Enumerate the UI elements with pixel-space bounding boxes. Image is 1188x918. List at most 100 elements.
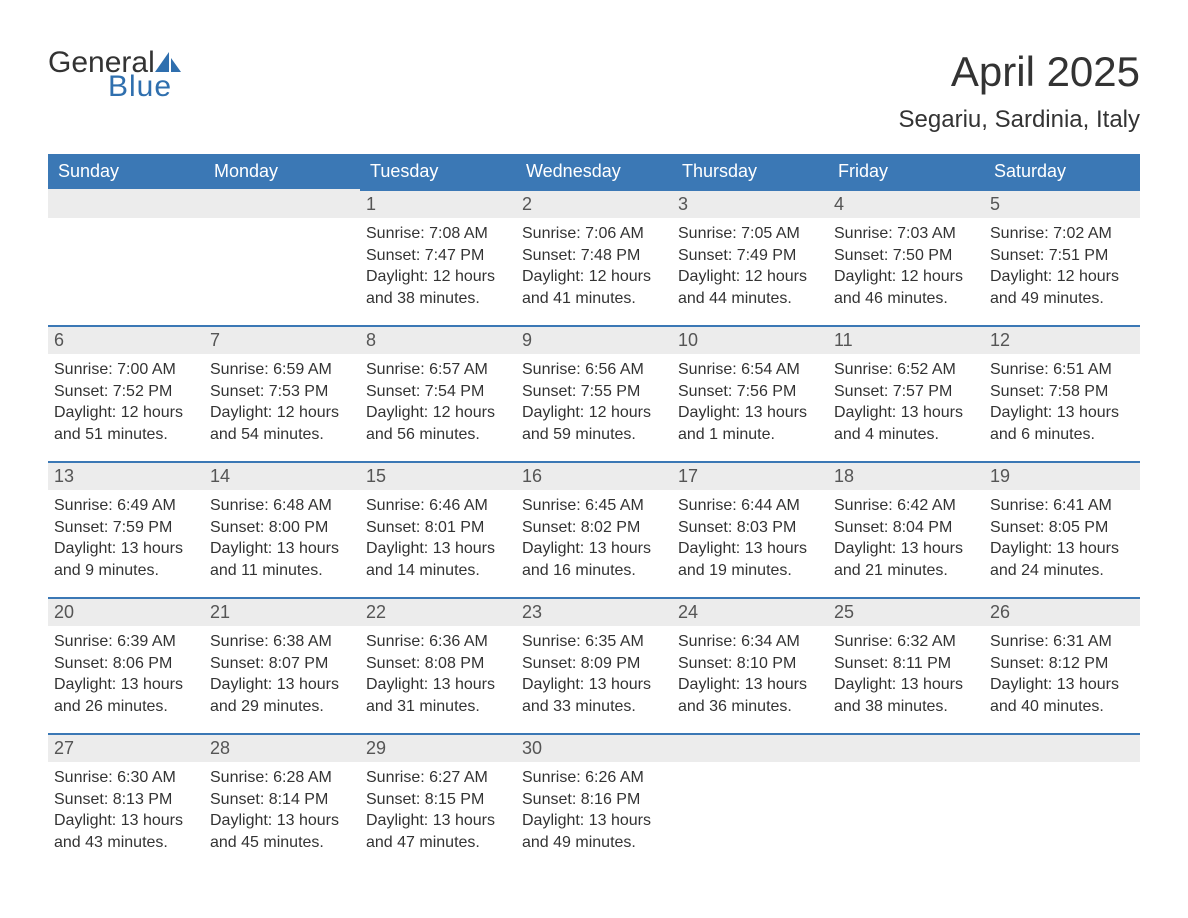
day-number: 6 (48, 325, 204, 354)
daylight-text: and 40 minutes. (990, 696, 1134, 718)
sunrise-text: Sunrise: 6:38 AM (210, 631, 354, 653)
daylight-text: Daylight: 12 hours (834, 266, 978, 288)
calendar-day-cell: 28Sunrise: 6:28 AMSunset: 8:14 PMDayligh… (204, 733, 360, 869)
daylight-text: and 49 minutes. (990, 288, 1134, 310)
day-details: Sunrise: 6:44 AMSunset: 8:03 PMDaylight:… (672, 490, 828, 581)
sunrise-text: Sunrise: 6:34 AM (678, 631, 822, 653)
daylight-text: Daylight: 13 hours (522, 810, 666, 832)
day-details: Sunrise: 6:31 AMSunset: 8:12 PMDaylight:… (984, 626, 1140, 717)
calendar-day-cell: 2Sunrise: 7:06 AMSunset: 7:48 PMDaylight… (516, 189, 672, 325)
calendar-day-cell: 13Sunrise: 6:49 AMSunset: 7:59 PMDayligh… (48, 461, 204, 597)
col-friday: Friday (828, 154, 984, 189)
calendar-day-cell: 10Sunrise: 6:54 AMSunset: 7:56 PMDayligh… (672, 325, 828, 461)
calendar-day-cell: 14Sunrise: 6:48 AMSunset: 8:00 PMDayligh… (204, 461, 360, 597)
day-details: Sunrise: 6:28 AMSunset: 8:14 PMDaylight:… (204, 762, 360, 853)
daylight-text: and 33 minutes. (522, 696, 666, 718)
daylight-text: Daylight: 13 hours (54, 674, 198, 696)
daylight-text: Daylight: 13 hours (834, 538, 978, 560)
daylight-text: and 11 minutes. (210, 560, 354, 582)
calendar-day-cell: 22Sunrise: 6:36 AMSunset: 8:08 PMDayligh… (360, 597, 516, 733)
calendar-day-cell (204, 189, 360, 325)
day-details: Sunrise: 6:48 AMSunset: 8:00 PMDaylight:… (204, 490, 360, 581)
calendar-day-cell: 24Sunrise: 6:34 AMSunset: 8:10 PMDayligh… (672, 597, 828, 733)
sunrise-text: Sunrise: 6:56 AM (522, 359, 666, 381)
daylight-text: Daylight: 13 hours (366, 674, 510, 696)
day-details: Sunrise: 6:57 AMSunset: 7:54 PMDaylight:… (360, 354, 516, 445)
day-details: Sunrise: 6:45 AMSunset: 8:02 PMDaylight:… (516, 490, 672, 581)
calendar-day-cell: 6Sunrise: 7:00 AMSunset: 7:52 PMDaylight… (48, 325, 204, 461)
daylight-text: Daylight: 13 hours (678, 538, 822, 560)
calendar-body: 1Sunrise: 7:08 AMSunset: 7:47 PMDaylight… (48, 189, 1140, 869)
calendar-day-cell: 15Sunrise: 6:46 AMSunset: 8:01 PMDayligh… (360, 461, 516, 597)
location-subtitle: Segariu, Sardinia, Italy (899, 106, 1140, 134)
sunrise-text: Sunrise: 6:59 AM (210, 359, 354, 381)
daylight-text: and 47 minutes. (366, 832, 510, 854)
sunset-text: Sunset: 7:59 PM (54, 517, 198, 539)
calendar-day-cell: 19Sunrise: 6:41 AMSunset: 8:05 PMDayligh… (984, 461, 1140, 597)
daylight-text: and 38 minutes. (366, 288, 510, 310)
day-number: 3 (672, 189, 828, 218)
calendar-day-cell: 3Sunrise: 7:05 AMSunset: 7:49 PMDaylight… (672, 189, 828, 325)
sunrise-text: Sunrise: 6:54 AM (678, 359, 822, 381)
day-number: 21 (204, 597, 360, 626)
day-number: 19 (984, 461, 1140, 490)
day-details: Sunrise: 6:27 AMSunset: 8:15 PMDaylight:… (360, 762, 516, 853)
daylight-text: and 45 minutes. (210, 832, 354, 854)
sunrise-text: Sunrise: 6:48 AM (210, 495, 354, 517)
calendar-day-cell: 20Sunrise: 6:39 AMSunset: 8:06 PMDayligh… (48, 597, 204, 733)
sunrise-text: Sunrise: 6:49 AM (54, 495, 198, 517)
calendar-day-cell: 23Sunrise: 6:35 AMSunset: 8:09 PMDayligh… (516, 597, 672, 733)
daylight-text: Daylight: 13 hours (990, 402, 1134, 424)
daylight-text: Daylight: 13 hours (834, 674, 978, 696)
daylight-text: and 54 minutes. (210, 424, 354, 446)
day-number: 22 (360, 597, 516, 626)
day-number: 12 (984, 325, 1140, 354)
sunset-text: Sunset: 8:16 PM (522, 789, 666, 811)
daylight-text: Daylight: 13 hours (678, 402, 822, 424)
sunset-text: Sunset: 8:00 PM (210, 517, 354, 539)
day-details: Sunrise: 6:51 AMSunset: 7:58 PMDaylight:… (984, 354, 1140, 445)
day-number: 4 (828, 189, 984, 218)
sunrise-text: Sunrise: 6:35 AM (522, 631, 666, 653)
day-details: Sunrise: 7:08 AMSunset: 7:47 PMDaylight:… (360, 218, 516, 309)
logo-blue: Blue (108, 72, 181, 102)
day-number: 8 (360, 325, 516, 354)
day-number: 13 (48, 461, 204, 490)
daylight-text: and 46 minutes. (834, 288, 978, 310)
daylight-text: Daylight: 13 hours (210, 674, 354, 696)
sunrise-text: Sunrise: 6:32 AM (834, 631, 978, 653)
day-details: Sunrise: 6:39 AMSunset: 8:06 PMDaylight:… (48, 626, 204, 717)
sunset-text: Sunset: 7:48 PM (522, 245, 666, 267)
day-number: 25 (828, 597, 984, 626)
calendar-day-cell (48, 189, 204, 325)
calendar-week: 1Sunrise: 7:08 AMSunset: 7:47 PMDaylight… (48, 189, 1140, 325)
sunset-text: Sunset: 8:13 PM (54, 789, 198, 811)
sunset-text: Sunset: 8:06 PM (54, 653, 198, 675)
day-details: Sunrise: 6:54 AMSunset: 7:56 PMDaylight:… (672, 354, 828, 445)
day-details: Sunrise: 6:36 AMSunset: 8:08 PMDaylight:… (360, 626, 516, 717)
day-number: 10 (672, 325, 828, 354)
sunset-text: Sunset: 8:05 PM (990, 517, 1134, 539)
sunrise-text: Sunrise: 6:51 AM (990, 359, 1134, 381)
daylight-text: and 24 minutes. (990, 560, 1134, 582)
sunset-text: Sunset: 7:47 PM (366, 245, 510, 267)
daylight-text: Daylight: 12 hours (366, 402, 510, 424)
sunrise-text: Sunrise: 7:06 AM (522, 223, 666, 245)
day-number: 17 (672, 461, 828, 490)
daylight-text: Daylight: 12 hours (522, 266, 666, 288)
calendar-day-cell (984, 733, 1140, 869)
col-saturday: Saturday (984, 154, 1140, 189)
daylight-text: and 49 minutes. (522, 832, 666, 854)
calendar-day-cell: 7Sunrise: 6:59 AMSunset: 7:53 PMDaylight… (204, 325, 360, 461)
month-title: April 2025 (899, 48, 1140, 96)
col-thursday: Thursday (672, 154, 828, 189)
sunset-text: Sunset: 7:51 PM (990, 245, 1134, 267)
sunset-text: Sunset: 7:52 PM (54, 381, 198, 403)
page-header: General Blue April 2025 Segariu, Sardini… (48, 48, 1140, 148)
sunset-text: Sunset: 7:53 PM (210, 381, 354, 403)
col-sunday: Sunday (48, 154, 204, 189)
daylight-text: Daylight: 13 hours (366, 538, 510, 560)
sunset-text: Sunset: 7:50 PM (834, 245, 978, 267)
day-number: 14 (204, 461, 360, 490)
sunrise-text: Sunrise: 6:31 AM (990, 631, 1134, 653)
